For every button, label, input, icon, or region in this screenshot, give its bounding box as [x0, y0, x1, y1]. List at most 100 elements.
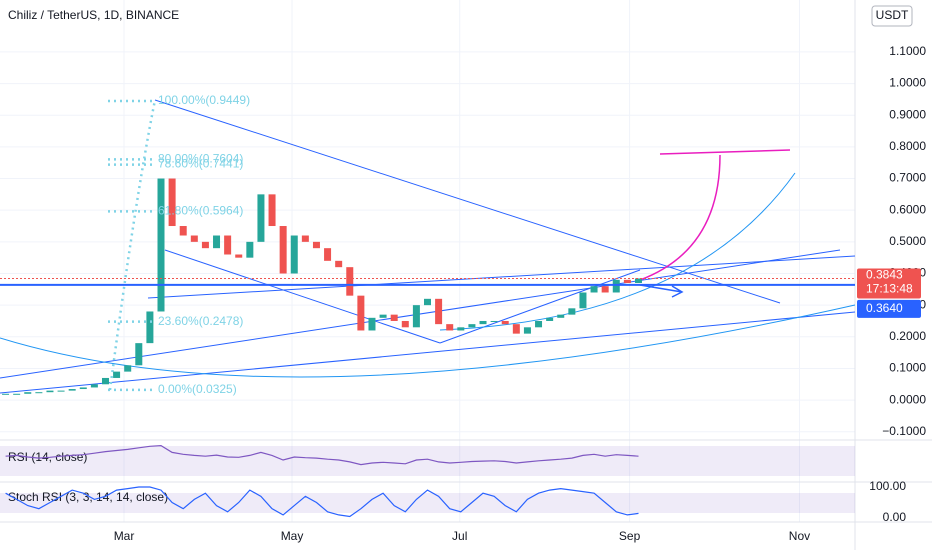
candle: [335, 260, 343, 268]
candle: [90, 384, 98, 388]
candle: [501, 320, 509, 325]
candle: [213, 235, 221, 249]
stoch-tick-label: 0.00: [883, 510, 907, 524]
candle: [479, 320, 487, 325]
candle: [557, 314, 565, 318]
drawings: [0, 99, 856, 394]
price-label-box: [857, 268, 921, 299]
y-tick-label: 0.8000: [889, 139, 926, 153]
fib-label: 23.60%(0.2478): [158, 314, 243, 328]
candle: [523, 327, 531, 334]
candle: [612, 279, 620, 293]
candle: [446, 324, 454, 331]
trendline: [0, 311, 856, 394]
candle: [146, 311, 154, 344]
y-tick-label: 0.9000: [889, 107, 926, 121]
trendline: [154, 99, 781, 304]
candle: [168, 178, 176, 227]
candle: [279, 226, 287, 274]
candle: [601, 286, 609, 293]
x-tick-label: Nov: [789, 529, 810, 543]
currency-label[interactable]: USDT: [876, 8, 909, 22]
y-tick-label: 0.0000: [889, 392, 926, 406]
y-tick-label: 1.1000: [889, 44, 926, 58]
candle: [312, 241, 320, 249]
y-tick-label: 0.6000: [889, 202, 926, 216]
candle: [535, 320, 543, 328]
curve: [0, 304, 856, 378]
candle: [468, 324, 476, 328]
candle: [590, 286, 598, 293]
candle: [435, 298, 443, 325]
x-tick-label: Mar: [114, 529, 135, 543]
candle: [346, 267, 354, 296]
candle: [224, 235, 232, 255]
fib-label: 61.80%(0.5964): [158, 203, 243, 217]
candle: [324, 248, 332, 261]
curve: [439, 172, 796, 331]
arrow: [639, 284, 684, 298]
y-tick-label: 0.5000: [889, 234, 926, 248]
fib-label: 0.00%(0.0325): [158, 382, 237, 396]
price-label: 0.3843: [866, 268, 903, 282]
x-tick-label: Jul: [452, 529, 467, 543]
candle: [124, 365, 132, 372]
candle: [546, 317, 554, 321]
candle: [101, 377, 109, 385]
candle: [623, 279, 631, 283]
fib-label: 100.00%(0.9449): [158, 93, 250, 107]
trendline: [164, 249, 441, 344]
price-label: 0.3640: [866, 301, 903, 315]
candle: [512, 324, 520, 334]
countdown: 17:13:48: [866, 282, 913, 296]
candle: [157, 178, 165, 312]
candle: [634, 278, 642, 283]
fib-label: 78.60%(0.7441): [158, 157, 243, 171]
rsi-line: [5, 444, 639, 466]
candle: [68, 389, 76, 391]
candle: [457, 327, 465, 331]
candle: [368, 317, 376, 331]
candle: [2, 393, 10, 395]
marker-line: [659, 149, 791, 155]
y-tick-label: −0.1000: [882, 424, 926, 438]
marker-line: [639, 154, 721, 281]
y-tick-label: 0.7000: [889, 171, 926, 185]
candle: [301, 235, 309, 242]
candle: [57, 390, 65, 392]
trendline: [439, 269, 641, 344]
trendline: [147, 255, 856, 299]
candle: [568, 308, 576, 315]
candle: [46, 390, 54, 393]
grid: [0, 0, 855, 522]
candle: [412, 305, 420, 328]
candle: [235, 254, 243, 258]
candle: [246, 241, 254, 258]
stoch-line: [5, 486, 639, 518]
y-tick-label: 0.2000: [889, 329, 926, 343]
candle: [401, 320, 409, 328]
candle: [579, 292, 587, 309]
fib-trend: [108, 99, 157, 391]
candle: [113, 371, 121, 378]
candle: [35, 392, 43, 394]
candle: [135, 343, 143, 366]
candle: [257, 194, 265, 242]
fib-label: 80.00%(0.7604): [158, 152, 243, 166]
candle: [290, 235, 298, 274]
y-tick-label: 0.1000: [889, 361, 926, 375]
candle: [79, 387, 87, 390]
chart-title: Chiliz / TetherUS, 1D, BINANCE: [8, 8, 179, 22]
currency-button[interactable]: [871, 5, 913, 27]
stoch-label: Stoch RSI (3, 3, 14, 14, close): [8, 490, 168, 504]
marks: [2, 178, 642, 395]
candle: [357, 295, 365, 331]
candle: [379, 314, 387, 318]
x-tick-label: Sep: [619, 529, 641, 543]
candle: [201, 241, 209, 249]
price-label-box: [857, 299, 921, 318]
y-tick-label: 1.0000: [889, 76, 926, 90]
candle: [490, 320, 498, 322]
x-tick-label: May: [281, 529, 304, 543]
